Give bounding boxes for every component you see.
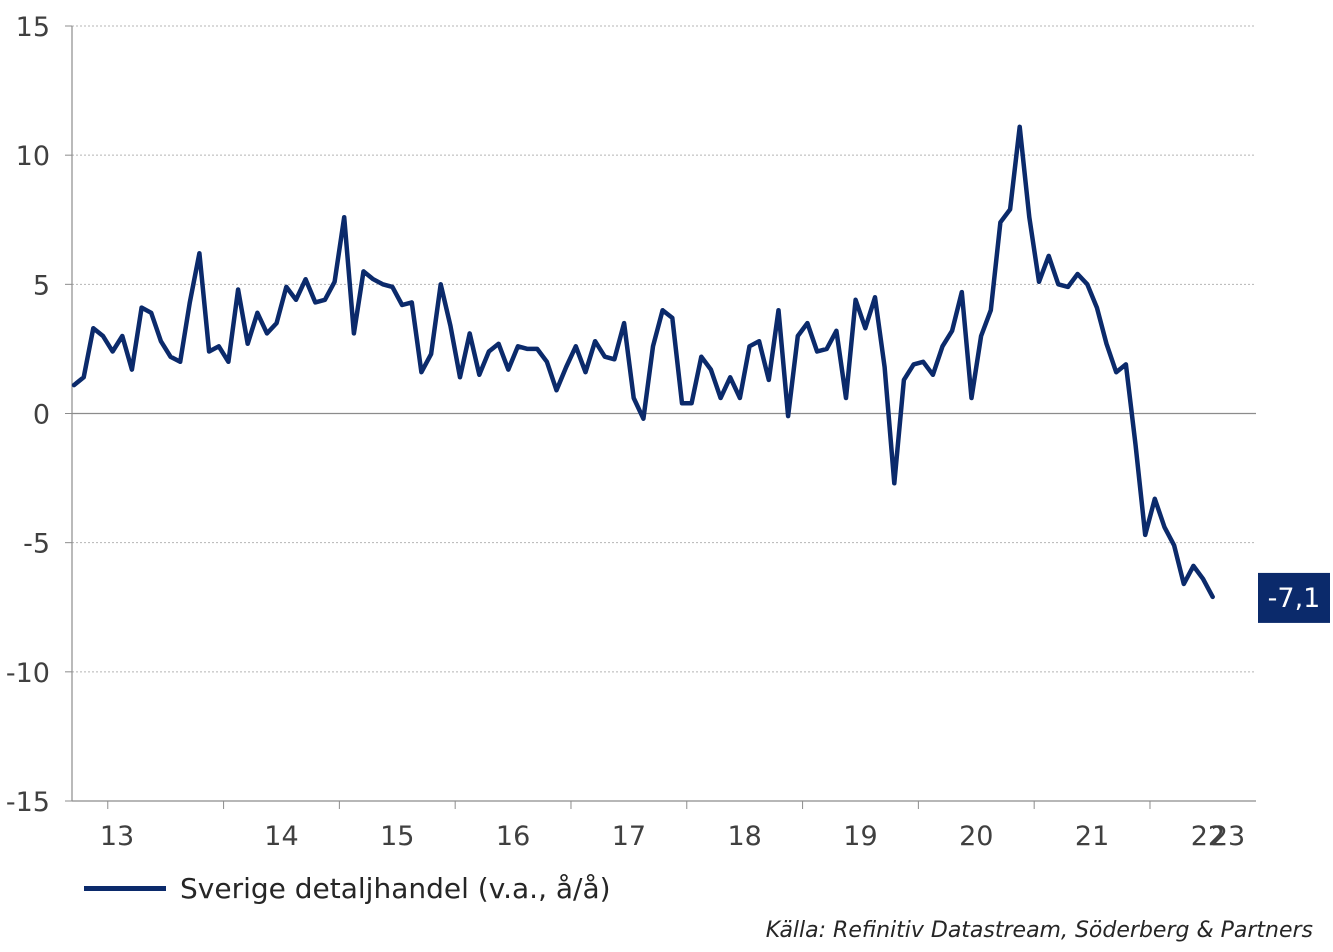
legend: Sverige detaljhandel (v.a., å/å) — [84, 868, 611, 908]
axes — [71, 26, 1256, 802]
y-tick-label: -10 — [6, 658, 50, 689]
y-tick-label: -15 — [6, 787, 50, 818]
x-tick-label: 19 — [843, 821, 877, 852]
x-tick-label: 22 — [1191, 821, 1225, 852]
y-tick-label: -5 — [23, 529, 50, 560]
y-axis-ticks: 15 10 5 0 -5 -10 -15 — [6, 12, 72, 818]
last-value-label: -7,1 — [1268, 583, 1321, 614]
y-tick-label: 0 — [33, 400, 50, 431]
x-tick-label: 17 — [612, 821, 646, 852]
x-tick-label: 20 — [959, 821, 993, 852]
series-group — [71, 124, 1215, 600]
source-note: Källa: Refinitiv Datastream, Söderberg &… — [765, 918, 1313, 943]
last-value-box — [1258, 572, 1330, 623]
series-line — [71, 124, 1215, 600]
x-tick-label: 21 — [1075, 821, 1109, 852]
y-tick-label: 15 — [16, 12, 50, 43]
x-tick-label: 16 — [496, 821, 530, 852]
x-tick-label: 15 — [380, 821, 414, 852]
gridlines — [72, 25, 1256, 673]
legend-swatch — [84, 885, 166, 891]
y-tick-label: 10 — [16, 141, 50, 172]
x-tick-label: 13 — [100, 821, 134, 852]
x-tick-label: 23 — [1211, 821, 1245, 852]
y-tick-label: 5 — [33, 270, 50, 301]
x-tick-label: 14 — [264, 821, 298, 852]
annotations: -7,1 — [1258, 572, 1330, 623]
legend-label: Sverige detaljhandel (v.a., å/å) — [180, 871, 611, 905]
x-tick-label: 18 — [727, 821, 761, 852]
